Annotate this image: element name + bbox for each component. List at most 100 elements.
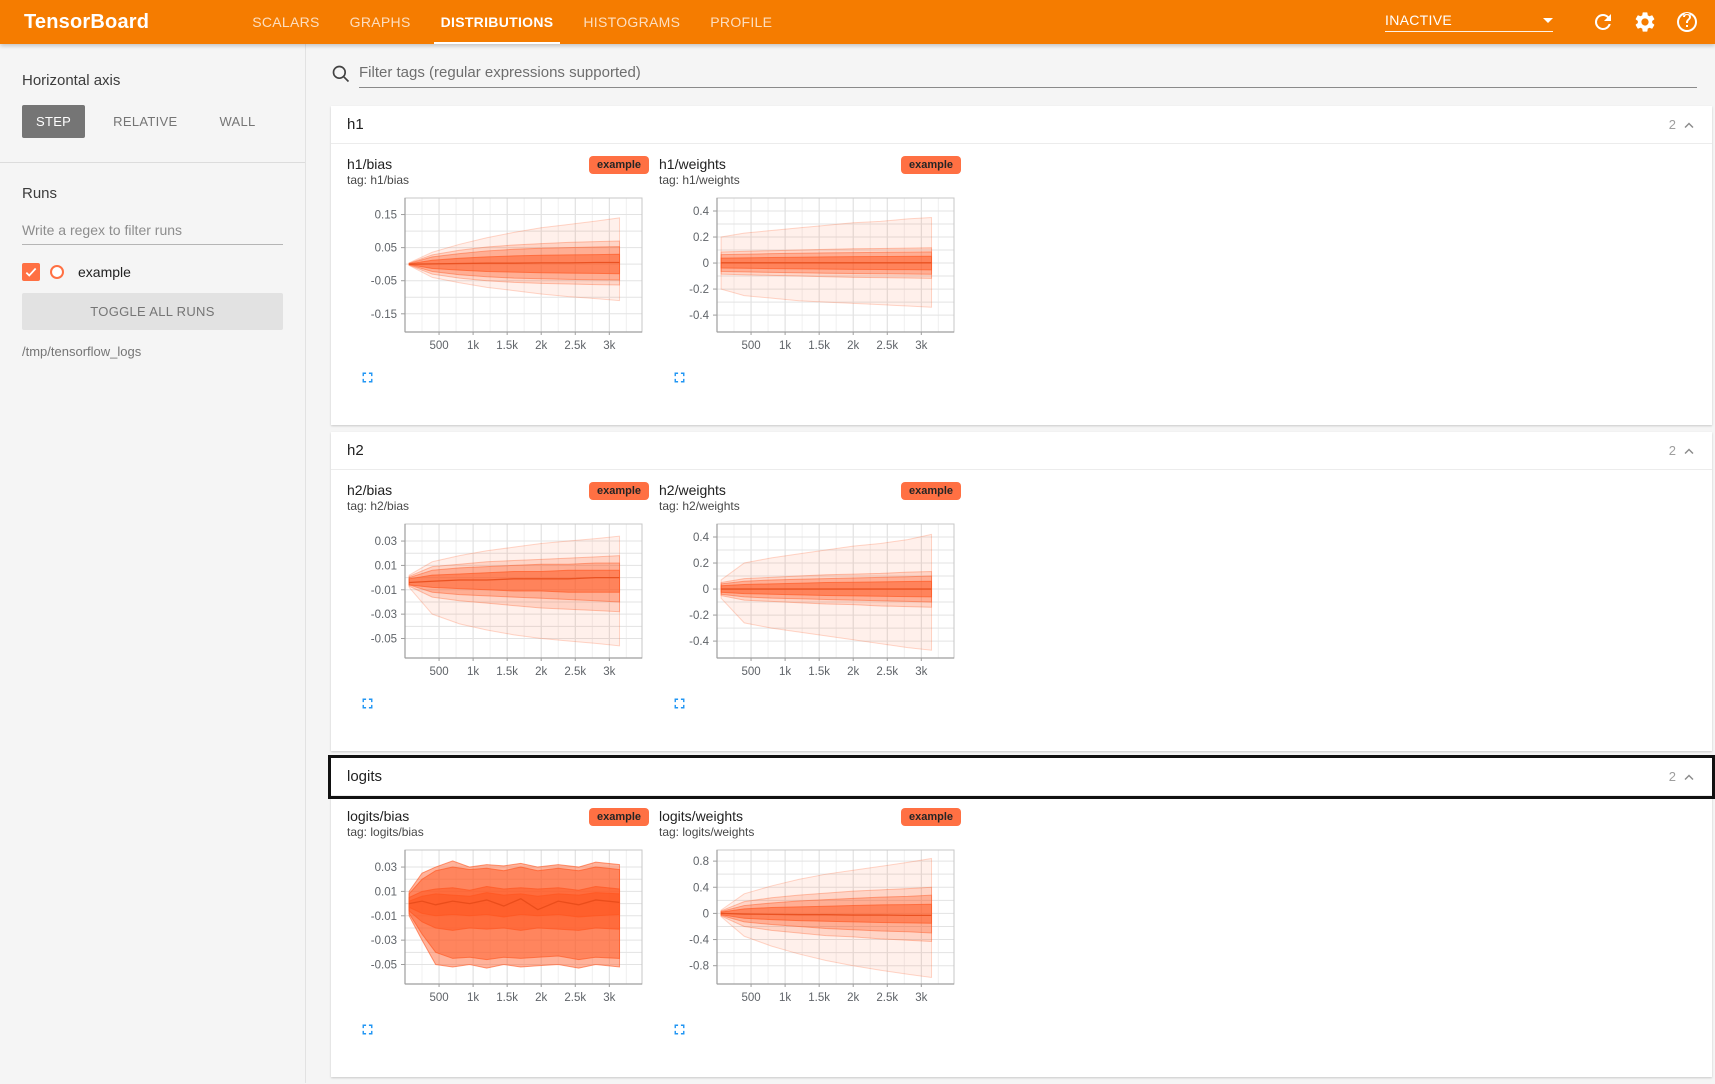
svg-text:1.5k: 1.5k	[496, 666, 518, 678]
svg-text:0.03: 0.03	[375, 536, 397, 548]
category-count: 2	[1669, 117, 1676, 132]
run-row-example[interactable]: example	[22, 263, 283, 281]
help-icon[interactable]	[1675, 10, 1699, 34]
chevron-up-icon[interactable]	[1680, 768, 1698, 786]
svg-text:-0.2: -0.2	[689, 284, 709, 296]
axis-toggle-group: STEP RELATIVE WALL	[22, 105, 283, 138]
check-icon	[24, 265, 38, 279]
svg-text:0.4: 0.4	[693, 532, 710, 544]
svg-text:500: 500	[741, 666, 760, 678]
expand-fullscreen-button[interactable]	[671, 694, 689, 712]
svg-text:3k: 3k	[603, 666, 615, 678]
chart-title: h1/bias	[347, 156, 409, 173]
run-color-radio-icon[interactable]	[50, 265, 64, 279]
svg-text:1k: 1k	[467, 340, 479, 352]
svg-text:-0.4: -0.4	[689, 636, 709, 648]
svg-text:3k: 3k	[915, 992, 927, 1004]
svg-text:2.5k: 2.5k	[564, 666, 586, 678]
expand-fullscreen-button[interactable]	[671, 368, 689, 386]
svg-text:2k: 2k	[535, 340, 547, 352]
svg-text:-0.15: -0.15	[371, 309, 397, 321]
chart-tag: tag: h1/bias	[347, 173, 409, 188]
toggle-all-runs-button[interactable]: TOGGLE ALL RUNS	[22, 293, 283, 330]
svg-text:1k: 1k	[779, 666, 791, 678]
tab-histograms[interactable]: HISTOGRAMS	[568, 0, 695, 44]
expand-fullscreen-button[interactable]	[671, 1020, 689, 1038]
svg-text:1k: 1k	[779, 992, 791, 1004]
sidebar-divider	[0, 162, 305, 163]
category-name: logits	[347, 768, 382, 785]
refresh-icon[interactable]	[1591, 10, 1615, 34]
svg-text:0.8: 0.8	[693, 856, 709, 868]
svg-text:0.03: 0.03	[375, 862, 397, 874]
tab-profile[interactable]: PROFILE	[695, 0, 787, 44]
chart-tag: tag: h2/weights	[659, 499, 740, 514]
chevron-up-icon[interactable]	[1680, 116, 1698, 134]
svg-text:1.5k: 1.5k	[808, 666, 830, 678]
svg-text:2.5k: 2.5k	[876, 666, 898, 678]
tab-scalars[interactable]: SCALARS	[237, 0, 334, 44]
svg-text:-0.4: -0.4	[689, 310, 709, 322]
run-badge: example	[589, 482, 649, 500]
svg-text:1.5k: 1.5k	[808, 992, 830, 1004]
svg-text:500: 500	[429, 666, 448, 678]
svg-text:0.2: 0.2	[693, 558, 709, 570]
chart-tag: tag: logits/bias	[347, 825, 424, 840]
svg-text:2k: 2k	[847, 666, 859, 678]
svg-text:1.5k: 1.5k	[496, 340, 518, 352]
tag-filter-input[interactable]	[359, 58, 1697, 88]
run-badge: example	[589, 808, 649, 826]
run-name: example	[78, 264, 131, 280]
settings-gear-icon[interactable]	[1633, 10, 1657, 34]
svg-text:0.15: 0.15	[375, 210, 397, 222]
tab-graphs[interactable]: GRAPHS	[335, 0, 426, 44]
axis-option-wall[interactable]: WALL	[205, 105, 269, 138]
svg-text:-0.4: -0.4	[689, 935, 709, 947]
svg-text:1k: 1k	[467, 666, 479, 678]
run-checkbox[interactable]	[22, 263, 40, 281]
chart-title: h2/bias	[347, 482, 409, 499]
axis-option-step[interactable]: STEP	[22, 105, 85, 138]
expand-fullscreen-button[interactable]	[359, 694, 377, 712]
svg-text:-0.01: -0.01	[371, 585, 397, 597]
runs-regex-input[interactable]	[22, 218, 283, 245]
status-dropdown[interactable]: INACTIVE	[1385, 12, 1553, 32]
svg-text:1k: 1k	[467, 992, 479, 1004]
run-badge: example	[589, 156, 649, 174]
svg-text:500: 500	[741, 340, 760, 352]
chart-tag: tag: h1/weights	[659, 173, 740, 188]
horizontal-axis-label: Horizontal axis	[22, 72, 283, 89]
tab-distributions[interactable]: DISTRIBUTIONS	[426, 0, 569, 44]
expand-fullscreen-button[interactable]	[359, 368, 377, 386]
chart-tag: tag: h2/bias	[347, 499, 409, 514]
svg-text:1k: 1k	[779, 340, 791, 352]
chevron-up-icon[interactable]	[1680, 442, 1698, 460]
axis-option-relative[interactable]: RELATIVE	[99, 105, 191, 138]
chart-title: h2/weights	[659, 482, 740, 499]
svg-text:2.5k: 2.5k	[876, 340, 898, 352]
expand-fullscreen-button[interactable]	[359, 1020, 377, 1038]
svg-text:500: 500	[429, 992, 448, 1004]
svg-text:3k: 3k	[915, 666, 927, 678]
